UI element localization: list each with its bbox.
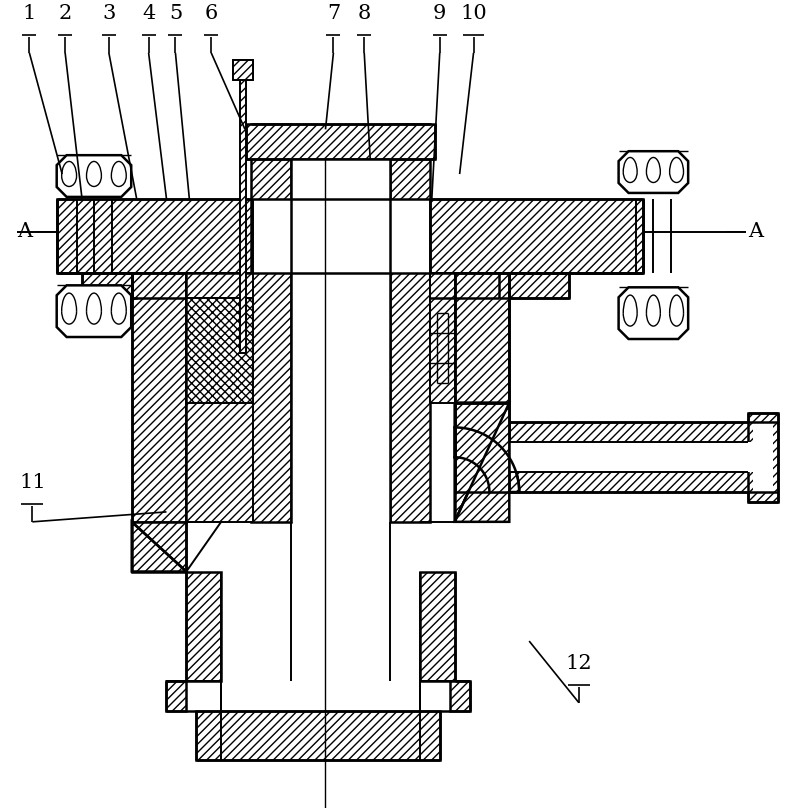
Text: 11: 11 (19, 473, 46, 492)
Text: 10: 10 (460, 4, 487, 23)
Polygon shape (57, 155, 131, 197)
Text: 6: 6 (205, 4, 218, 23)
Bar (454, 402, 510, 492)
Bar (390, 124, 430, 522)
Bar (186, 571, 221, 681)
Bar (186, 298, 253, 402)
Text: 9: 9 (433, 4, 446, 23)
Bar (430, 273, 454, 402)
Polygon shape (57, 285, 131, 337)
Text: 7: 7 (327, 4, 340, 23)
Polygon shape (132, 522, 186, 571)
Bar (251, 124, 290, 522)
Text: A: A (18, 222, 33, 242)
Text: 4: 4 (142, 4, 155, 23)
Text: 3: 3 (102, 4, 115, 23)
Bar (753, 423, 773, 492)
Bar (166, 681, 186, 710)
Bar (186, 402, 253, 522)
Text: —: — (725, 222, 746, 242)
Bar (420, 571, 454, 681)
Polygon shape (454, 402, 510, 522)
Bar (132, 273, 186, 522)
Polygon shape (618, 151, 688, 193)
Polygon shape (454, 402, 510, 522)
Text: 8: 8 (358, 4, 371, 23)
Text: 1: 1 (22, 4, 36, 23)
Text: —: — (35, 222, 56, 242)
Bar (454, 273, 510, 402)
Polygon shape (454, 427, 519, 492)
Bar (499, 273, 569, 298)
Bar (82, 273, 137, 298)
Bar (196, 710, 440, 760)
Bar (510, 442, 758, 472)
Bar (450, 681, 470, 710)
Bar (57, 199, 253, 273)
Text: 5: 5 (169, 4, 182, 23)
Text: A: A (748, 222, 763, 242)
Bar (430, 199, 643, 273)
Bar (246, 124, 434, 159)
Bar (240, 65, 246, 353)
Bar (510, 423, 758, 492)
Text: 2: 2 (58, 4, 72, 23)
Bar (290, 159, 390, 522)
Bar (186, 273, 253, 298)
Polygon shape (618, 288, 688, 339)
Bar (748, 413, 778, 502)
Polygon shape (132, 522, 186, 571)
Text: 12: 12 (566, 654, 592, 673)
Bar (253, 199, 430, 273)
Bar (233, 60, 253, 80)
